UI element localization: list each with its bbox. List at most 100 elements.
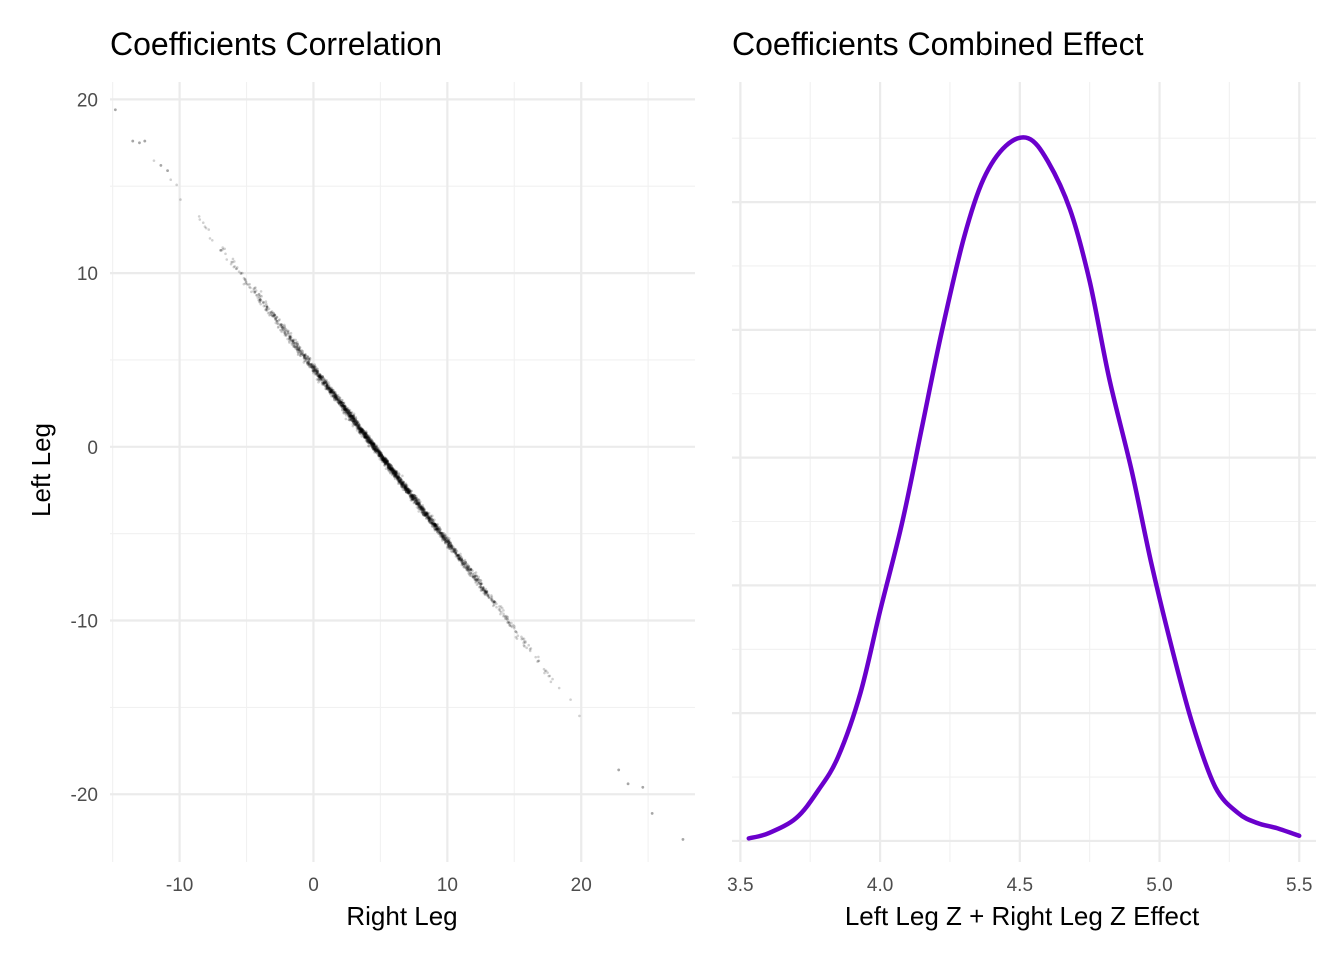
scatter-point [347,413,351,417]
scatter-point [400,482,403,486]
scatter-point [373,445,377,449]
scatter-point [448,547,451,551]
scatter-point [403,486,406,490]
scatter-point [384,461,388,464]
scatter-point [393,472,397,475]
scatter-point [398,479,401,482]
scatter-point [394,475,398,479]
scatter-point [441,538,445,541]
scatter-point [434,526,438,530]
scatter-point [357,431,361,434]
scatter-point [295,347,299,351]
scatter-point [280,323,283,327]
scatter-point [264,300,268,303]
scatter-point [360,435,364,438]
scatter-point [440,535,443,539]
scatter-point [395,475,399,479]
scatter-point [296,352,300,355]
scatter-point [466,568,469,572]
scatter-point [406,489,410,493]
scatter-point [324,380,328,384]
scatter-point [427,516,431,520]
scatter-point [365,436,369,440]
scatter-point [372,443,375,446]
scatter-point [386,463,390,467]
scatter-point [386,467,390,471]
scatter-point [446,539,450,543]
scatter-point [359,427,363,430]
scatter-point [281,326,285,330]
scatter-point [477,575,480,579]
scatter-point [382,457,385,461]
scatter-point [363,432,366,435]
scatter-point [524,640,527,643]
scatter-point [344,407,348,411]
scatter-point [343,407,346,411]
scatter-point [365,433,368,436]
scatter-point [341,404,345,408]
scatter-point [322,381,326,384]
scatter-point [466,569,470,573]
scatter-point [431,520,434,523]
scatter-point [399,478,403,482]
scatter-point [375,447,378,450]
scatter-point [444,534,447,538]
scatter-point [432,527,436,530]
scatter-point [456,556,460,560]
scatter-point [235,266,239,269]
scatter-point [439,531,442,535]
scatter-point [396,475,399,478]
scatter-point [443,537,447,540]
scatter-point [516,634,520,637]
scatter-point [350,417,353,420]
combined-effect-gridlines [732,82,1316,862]
scatter-point [448,537,451,540]
scatter-point [485,591,489,594]
scatter-point [334,398,338,402]
scatter-point [379,452,383,456]
scatter-point [312,371,315,375]
scatter-point [367,438,371,442]
scatter-point [368,434,371,438]
scatter-point [357,423,361,427]
scatter-point [284,334,288,338]
scatter-point [361,429,364,433]
scatter-point [354,420,358,424]
scatter-point [447,546,451,550]
scatter-point [296,343,300,346]
scatter-point [393,470,396,473]
scatter-point [316,369,319,373]
scatter-point [311,369,314,373]
scatter-point [400,482,403,485]
scatter-point [381,455,384,459]
x-tick-label: 4.5 [1007,875,1033,896]
scatter-point [376,452,379,456]
scatter-point [330,386,334,390]
scatter-point [272,315,276,318]
scatter-point [400,483,403,487]
scatter-point [374,450,378,453]
scatter-point [411,497,415,501]
scatter-point [364,435,367,438]
scatter-point [324,380,328,383]
scatter-point [525,646,528,650]
scatter-point [378,455,381,459]
scatter-point [334,393,337,397]
scatter-point [395,475,399,478]
scatter-point [375,449,379,452]
scatter-point [475,574,479,578]
scatter-point [389,466,393,470]
scatter-point [386,463,389,467]
scatter-point [407,488,410,491]
scatter-point [296,353,300,357]
scatter-point [380,456,383,460]
x-tick-label: 0 [308,875,319,896]
scatter-point [297,348,301,351]
scatter-point [253,286,256,290]
scatter-point [383,455,386,459]
scatter-point [542,667,546,671]
scatter-point [318,374,321,377]
scatter-point [310,363,314,366]
scatter-point [398,476,401,480]
scatter-point [438,535,442,538]
